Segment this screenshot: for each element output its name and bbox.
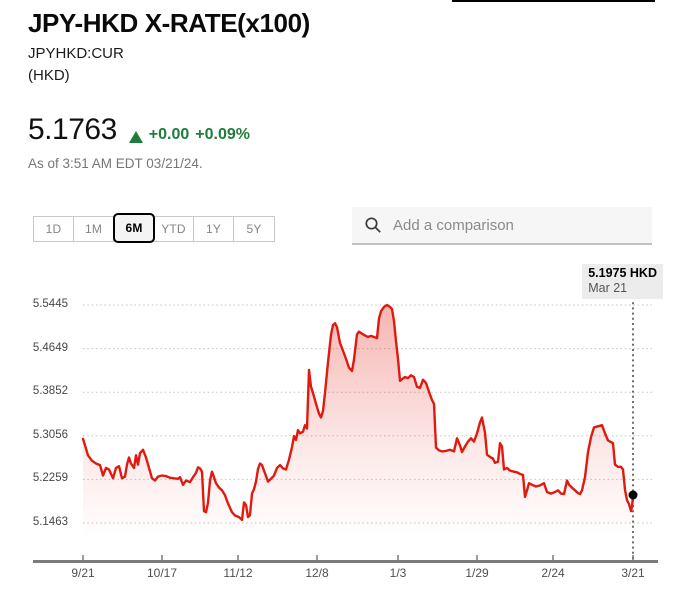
crosshair-price: 5.1975 HKD — [588, 266, 657, 280]
range-selector: 1D 1M 6M YTD 1Y 5Y — [33, 213, 275, 243]
page-title: JPY-HKD X-RATE(x100) — [28, 8, 310, 38]
as-of-timestamp: As of 3:51 AM EDT 03/21/24. — [28, 156, 203, 171]
x-axis-label: 3/21 — [621, 566, 645, 580]
x-axis-label: 1/29 — [465, 566, 489, 580]
comparison-search-input[interactable] — [391, 215, 652, 235]
top-divider-line — [452, 0, 655, 2]
x-axis-label: 10/17 — [146, 566, 178, 580]
currency-label: (HKD) — [28, 67, 70, 84]
range-button-1d[interactable]: 1D — [34, 217, 74, 241]
x-axis-label: 12/8 — [305, 566, 329, 580]
chart-line — [81, 303, 635, 522]
y-axis-label: 5.2259 — [32, 472, 68, 485]
range-button-6m[interactable]: 6M — [113, 213, 155, 243]
price-change: +0.00 +0.09% — [128, 126, 250, 144]
y-axis-label: 5.1463 — [32, 516, 68, 528]
x-axis-label: 1/3 — [389, 566, 407, 580]
y-axis-label: 5.4649 — [32, 341, 68, 354]
chart-fill — [83, 305, 633, 540]
x-axis-label: 2/24 — [541, 566, 565, 580]
change-percent: +0.09% — [195, 126, 250, 143]
change-value: +0.00 — [148, 126, 190, 143]
y-axis-label: 5.3852 — [32, 385, 68, 398]
comparison-search — [352, 207, 652, 245]
ticker-symbol: JPYHKD:CUR — [28, 45, 124, 62]
crosshair-label: 5.1975 HKD Mar 21 — [582, 264, 663, 299]
range-button-1m[interactable]: 1M — [74, 217, 114, 241]
y-axis-label: 5.5445 — [32, 298, 68, 310]
last-price: 5.1763 — [28, 113, 117, 146]
range-button-1y[interactable]: 1Y — [194, 217, 234, 241]
price-row: 5.1763 +0.00 +0.09% — [28, 113, 250, 147]
x-axis-label: 11/12 — [223, 566, 253, 580]
search-icon — [365, 217, 381, 233]
crosshair-date: Mar 21 — [588, 281, 628, 295]
last-point-dot — [628, 490, 638, 500]
range-button-ytd[interactable]: YTD — [154, 217, 194, 241]
range-button-5y[interactable]: 5Y — [234, 217, 274, 241]
y-axis-label: 5.3056 — [32, 428, 68, 441]
up-triangle-icon — [128, 130, 143, 143]
x-axis-label: 9/21 — [71, 566, 95, 580]
